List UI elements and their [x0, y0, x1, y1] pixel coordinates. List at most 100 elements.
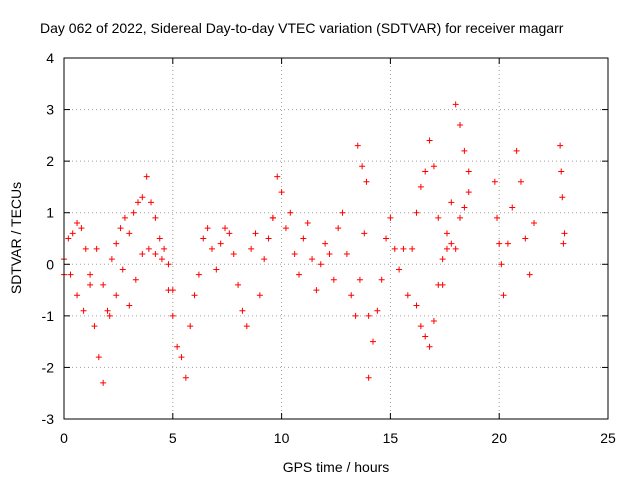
data-point-track-d: [361, 230, 368, 237]
data-point-track-h: [559, 194, 566, 201]
data-point-track-a: [100, 379, 107, 386]
data-point-track-f: [417, 323, 424, 330]
data-point-track-f: [435, 281, 442, 288]
data-point-track-c: [226, 230, 233, 237]
data-point-track-a: [74, 220, 81, 227]
data-point-track-b: [139, 250, 146, 257]
data-point-track-c: [222, 225, 229, 232]
data-point-track-g: [500, 292, 507, 299]
data-point-track-b: [80, 307, 87, 314]
y-tick-label: -1: [42, 308, 55, 324]
y-tick-label: 0: [46, 256, 54, 272]
data-point-track-a: [139, 194, 146, 201]
data-point-track-e: [387, 214, 394, 221]
x-axis-label: GPS time / hours: [283, 459, 390, 475]
data-points: [61, 101, 568, 386]
data-point-track-e: [448, 199, 455, 206]
data-point-track-c: [243, 323, 250, 330]
data-point-track-a: [121, 214, 128, 221]
data-point-track-a: [104, 307, 111, 314]
data-point-track-d: [309, 256, 316, 263]
data-point-track-d: [291, 250, 298, 257]
data-point-track-h: [558, 168, 565, 175]
data-point-track-c: [187, 323, 194, 330]
data-point-track-d: [304, 220, 311, 227]
data-point-track-c: [204, 225, 211, 232]
data-point-track-g: [513, 147, 520, 154]
data-point-track-e: [443, 245, 450, 252]
data-point-track-d: [356, 276, 363, 283]
data-point-track-c: [208, 245, 215, 252]
data-point-track-d: [322, 240, 329, 247]
data-point-track-d: [278, 189, 285, 196]
data-point-track-c: [252, 230, 259, 237]
data-point-track-g: [509, 204, 516, 211]
data-point-track-b: [152, 250, 159, 257]
y-tick-label: -3: [42, 411, 55, 427]
data-point-track-e: [396, 266, 403, 273]
data-point-track-a: [152, 214, 159, 221]
data-point-track-b: [126, 302, 133, 309]
y-tick-label: -2: [42, 359, 55, 375]
data-point-track-d: [282, 225, 289, 232]
data-point-track-a: [126, 230, 133, 237]
data-point-track-d: [274, 173, 281, 180]
x-tick-label: 25: [600, 430, 616, 446]
data-point-track-e: [457, 122, 464, 129]
data-point-track-e: [378, 276, 385, 283]
y-tick-label: 1: [46, 205, 54, 221]
data-point-track-f: [465, 189, 472, 196]
data-point-track-d: [365, 312, 372, 319]
data-point-track-f: [413, 302, 420, 309]
data-point-track-d: [348, 292, 355, 299]
data-point-track-d: [269, 214, 276, 221]
data-point-track-g: [531, 220, 538, 227]
data-point-track-a: [165, 261, 172, 268]
data-point-track-e: [417, 183, 424, 190]
x-tick-label: 0: [60, 430, 68, 446]
data-point-track-f: [452, 245, 459, 252]
x-tick-label: 15: [383, 430, 399, 446]
data-point-track-a: [134, 199, 141, 206]
data-point-track-e: [365, 374, 372, 381]
data-point-track-a: [65, 235, 72, 242]
data-point-track-c: [261, 256, 268, 263]
data-point-track-c: [178, 354, 185, 361]
grid-lines: [64, 58, 608, 419]
data-point-track-b: [100, 281, 107, 288]
data-point-track-c: [191, 292, 198, 299]
x-tick-label: 20: [491, 430, 507, 446]
y-axis-label: SDTVAR / TECUs: [8, 182, 24, 294]
data-point-track-d: [339, 209, 346, 216]
y-tick-label: 3: [46, 102, 54, 118]
data-point-track-f: [422, 333, 429, 340]
data-point-track-a: [108, 256, 115, 263]
data-point-track-h: [560, 240, 567, 247]
data-point-track-g: [496, 240, 503, 247]
data-point-track-a: [69, 230, 76, 237]
data-point-track-c: [265, 235, 272, 242]
data-point-track-e: [430, 163, 437, 170]
data-point-track-b: [74, 292, 81, 299]
data-point-track-b: [119, 266, 126, 273]
data-point-track-h: [557, 142, 564, 149]
y-tick-label: 2: [46, 153, 54, 169]
data-point-track-b: [145, 245, 152, 252]
data-point-track-a: [130, 209, 137, 216]
data-point-track-f: [430, 318, 437, 325]
data-point-track-g: [517, 178, 524, 185]
data-point-track-d: [352, 312, 359, 319]
axis-ticks: 0 5 10 15 20 25 -3 -2 -1 0 1 2 3 4: [42, 50, 616, 446]
data-point-track-e: [354, 142, 361, 149]
data-point-track-d: [326, 250, 333, 257]
data-point-track-d: [335, 225, 342, 232]
data-point-track-g: [526, 271, 533, 278]
data-point-track-d: [330, 276, 337, 283]
data-point-track-c: [256, 292, 263, 299]
data-point-track-e: [374, 307, 381, 314]
data-point-track-e: [413, 209, 420, 216]
data-point-track-g: [491, 178, 498, 185]
data-point-track-e: [435, 214, 442, 221]
data-point-track-c: [213, 266, 220, 273]
data-point-track-e: [452, 101, 459, 108]
